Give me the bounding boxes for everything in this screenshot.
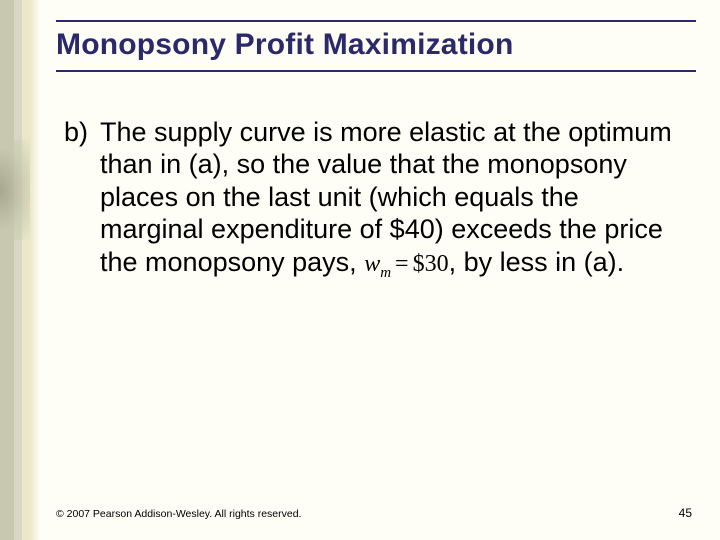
bullet-label: b) bbox=[56, 116, 88, 148]
left-gradient-accent bbox=[0, 0, 40, 540]
body-row: b) The supply curve is more elastic at t… bbox=[56, 116, 676, 281]
slide-title: Monopsony Profit Maximization bbox=[56, 28, 690, 62]
formula-sub: m bbox=[380, 264, 391, 280]
slide-content: Monopsony Profit Maximization b) The sup… bbox=[42, 0, 720, 540]
page-number: 45 bbox=[679, 506, 692, 520]
formula-eq: = bbox=[391, 251, 413, 277]
title-underline bbox=[56, 70, 696, 72]
formula-val: $30 bbox=[413, 251, 449, 277]
formula-var: w bbox=[364, 251, 380, 277]
body-post: , by less in (a). bbox=[449, 247, 625, 277]
inline-formula: wm=$30 bbox=[364, 251, 448, 277]
copyright-text: © 2007 Pearson Addison-Wesley. All right… bbox=[56, 508, 301, 520]
top-rule bbox=[56, 20, 696, 22]
slide-footer: © 2007 Pearson Addison-Wesley. All right… bbox=[56, 506, 692, 520]
left-accent-blob bbox=[0, 140, 30, 240]
body-text: The supply curve is more elastic at the … bbox=[100, 116, 676, 281]
